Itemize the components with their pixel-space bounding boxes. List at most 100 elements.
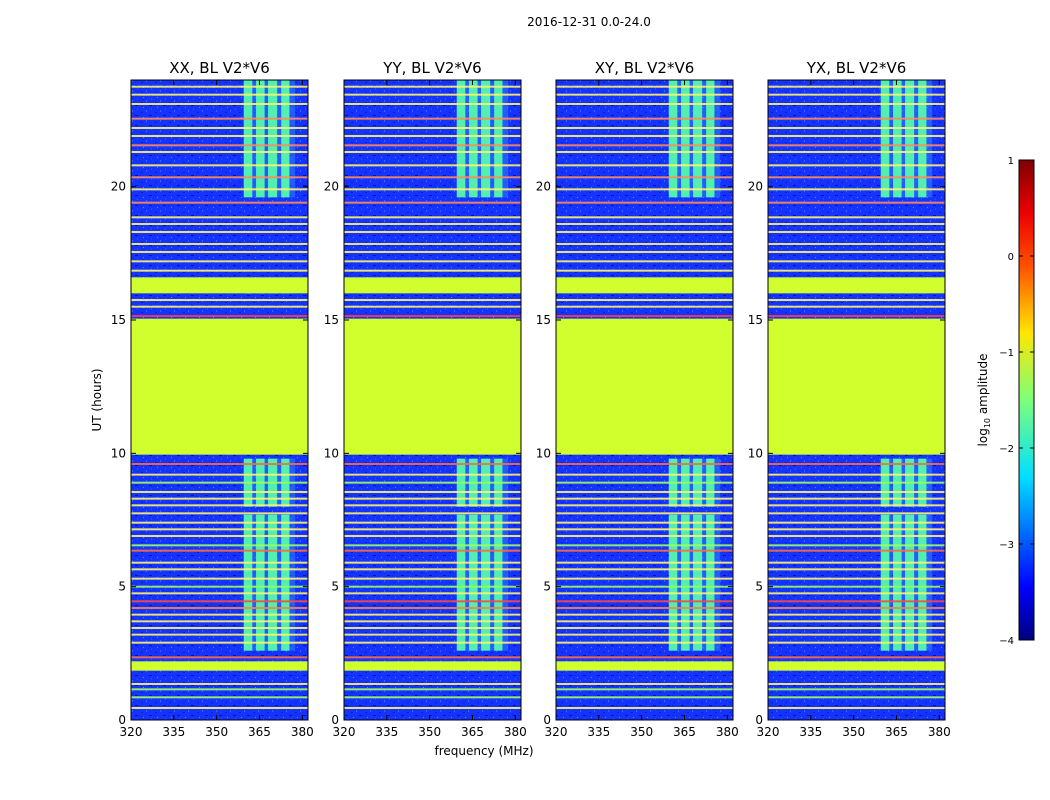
rfi-stripe (344, 151, 521, 153)
panel-title: XY, BL V2*V6 (595, 59, 695, 77)
rfi-stripe (131, 481, 308, 484)
y-tick-label: 5 (118, 580, 126, 594)
x-tick-label: 320 (757, 725, 780, 739)
x-tick-label: 380 (504, 725, 527, 739)
colorbar-tick-label: −1 (999, 348, 1014, 359)
rfi-stripe (344, 620, 521, 623)
flagged-block (344, 277, 521, 294)
y-tick-label: 20 (748, 180, 763, 194)
rfi-stripe (556, 231, 733, 233)
rfi-stripe (344, 592, 521, 595)
rfi-stripe (344, 568, 521, 571)
y-tick-label: 5 (755, 580, 763, 594)
rfi-stripe (556, 696, 733, 699)
rfi-stripe (344, 176, 521, 179)
rfi-stripe (344, 135, 521, 137)
rfi-stripe (131, 201, 308, 204)
rfi-stripe (344, 93, 521, 96)
rfi-stripe (556, 707, 733, 709)
rfi-stripe (556, 269, 733, 272)
x-tick-label: 320 (333, 725, 356, 739)
rfi-stripe (131, 561, 308, 564)
y-tick-label: 5 (543, 580, 551, 594)
rfi-stripe (768, 481, 945, 484)
rfi-stripe (556, 656, 733, 659)
rfi-stripe (344, 544, 521, 547)
rfi-stripe (556, 592, 733, 595)
rfi-stripe (768, 561, 945, 564)
rfi-stripe (768, 568, 945, 571)
rfi-stripe (556, 607, 733, 609)
rfi-stripe (131, 512, 308, 515)
rfi-stripe (131, 707, 308, 709)
rfi-stripe (131, 607, 308, 609)
rfi-stripe (344, 231, 521, 233)
colorbar-label-sub: 10 (983, 418, 992, 428)
rfi-stripe (344, 260, 521, 263)
rfi-stripe (768, 544, 945, 547)
rfi-stripe (768, 223, 945, 225)
rfi-stripe (131, 627, 308, 629)
rfi-stripe (556, 491, 733, 493)
rfi-channel-block (668, 80, 678, 198)
rfi-stripe (768, 117, 945, 120)
rfi-stripe (768, 688, 945, 691)
rfi-stripe (768, 497, 945, 500)
rfi-stripe (768, 512, 945, 515)
figure-suptitle: 2016-12-31 0.0-24.0 (527, 15, 651, 29)
rfi-stripe (344, 633, 521, 636)
rfi-stripe (131, 549, 308, 552)
rfi-stripe (131, 85, 308, 88)
rfi-channel-block (268, 514, 278, 651)
panel-title: YY, BL V2*V6 (382, 59, 481, 77)
rfi-stripe (768, 641, 945, 644)
rfi-stripe (344, 251, 521, 253)
rfi-stripe (344, 103, 521, 105)
x-tick-label: 365 (885, 725, 908, 739)
rfi-stripe (556, 103, 733, 105)
rfi-stripe (768, 103, 945, 105)
rfi-stripe (131, 521, 308, 524)
rfi-stripe (556, 535, 733, 537)
rfi-stripe (131, 504, 308, 507)
rfi-stripe (556, 683, 733, 685)
rfi-stripe (768, 216, 945, 219)
rfi-stripe (556, 144, 733, 147)
colorbar: −4 −3 −2 −1 0 1 log10 amplitude (976, 156, 1035, 647)
rfi-stripe (768, 315, 945, 317)
rfi-stripe (344, 528, 521, 531)
x-tick-label: 320 (545, 725, 568, 739)
rfi-stripe (131, 164, 308, 167)
rfi-stripe (768, 231, 945, 233)
rfi-stripe (768, 93, 945, 96)
rfi-channel-block (706, 80, 715, 198)
rfi-stripe (768, 683, 945, 685)
rfi-stripe (344, 627, 521, 629)
rfi-stripe (131, 641, 308, 644)
rfi-stripe (131, 135, 308, 137)
panel-title: YX, BL V2*V6 (806, 59, 907, 77)
rfi-stripe (556, 201, 733, 204)
rfi-stripe (768, 504, 945, 507)
rfi-stripe (556, 633, 733, 636)
rfi-stripe (344, 683, 521, 685)
rfi-stripe (768, 201, 945, 204)
rfi-stripe (768, 656, 945, 659)
rfi-stripe (556, 164, 733, 167)
y-tick-label: 10 (748, 446, 763, 460)
y-tick-label: 0 (543, 713, 551, 727)
flagged-block (131, 318, 308, 455)
rfi-channel-block (469, 514, 478, 651)
rfi-stripe (131, 305, 308, 308)
rfi-stripe (768, 151, 945, 153)
rfi-stripe (556, 243, 733, 245)
rfi-stripe (344, 707, 521, 709)
rfi-stripe (768, 528, 945, 531)
rfi-stripe (556, 627, 733, 629)
rfi-stripe (556, 473, 733, 476)
flagged-block (768, 277, 945, 294)
y-tick-label: 20 (536, 180, 551, 194)
rfi-stripe (556, 135, 733, 137)
rfi-channel-block (469, 80, 478, 198)
